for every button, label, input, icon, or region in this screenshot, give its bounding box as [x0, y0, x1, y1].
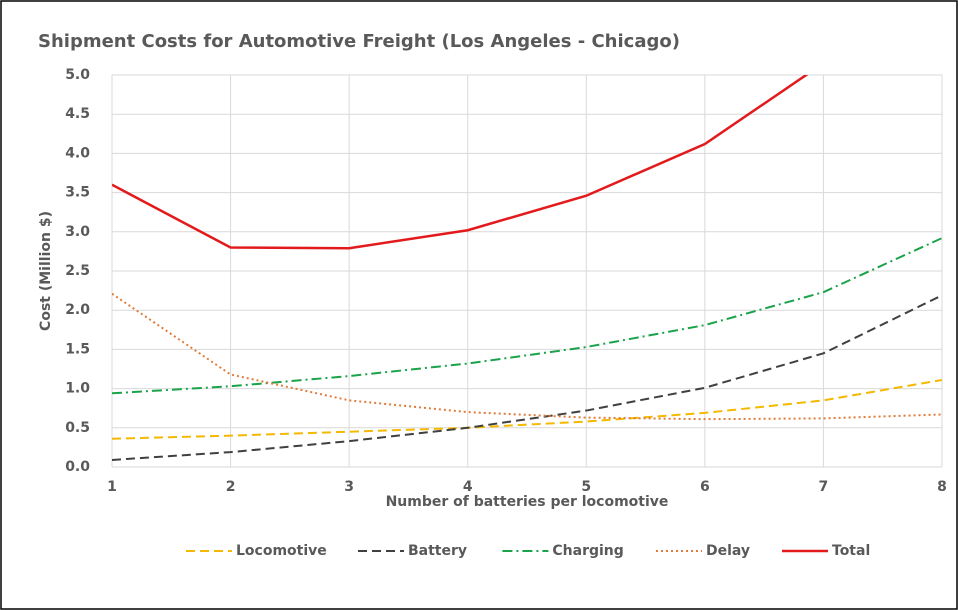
x-tick-label: 3 — [344, 479, 354, 495]
series-line — [112, 378, 942, 440]
x-tick-label: 6 — [700, 479, 710, 495]
x-tick-label: 7 — [819, 479, 829, 495]
y-tick-label: 2.5 — [65, 263, 90, 279]
y-tick-label: 2.0 — [65, 302, 90, 318]
x-tick-label: 2 — [226, 479, 236, 495]
legend-label: Battery — [408, 543, 467, 559]
series-line — [112, 294, 942, 461]
y-axis-label: Cost (Million $) — [38, 211, 54, 331]
plot-lines — [112, 75, 942, 461]
x-tick-label: 4 — [463, 479, 473, 495]
y-tick-label: 1.5 — [65, 341, 90, 357]
y-tick-label: 4.5 — [65, 106, 90, 122]
x-axis-label: Number of batteries per locomotive — [386, 494, 669, 510]
series-line — [112, 292, 942, 421]
y-tick-label: 5.0 — [65, 67, 90, 83]
chart-title: Shipment Costs for Automotive Freight (L… — [38, 31, 680, 52]
y-tick-label: 4.0 — [65, 145, 90, 161]
x-tick-label: 1 — [107, 479, 117, 495]
legend-label: Locomotive — [236, 543, 327, 559]
series-line — [112, 75, 809, 250]
y-tick-label: 0.0 — [65, 459, 90, 475]
legend-label: Charging — [552, 543, 623, 559]
x-tick-label: 8 — [937, 479, 947, 495]
legend-label: Total — [832, 543, 870, 559]
y-tick-label: 0.5 — [65, 420, 90, 436]
y-tick-label: 1.0 — [65, 381, 90, 397]
y-tick-label: 3.0 — [65, 224, 90, 240]
legend-label: Delay — [706, 543, 750, 559]
x-tick-label: 5 — [581, 479, 591, 495]
y-tick-label: 3.5 — [65, 185, 90, 201]
